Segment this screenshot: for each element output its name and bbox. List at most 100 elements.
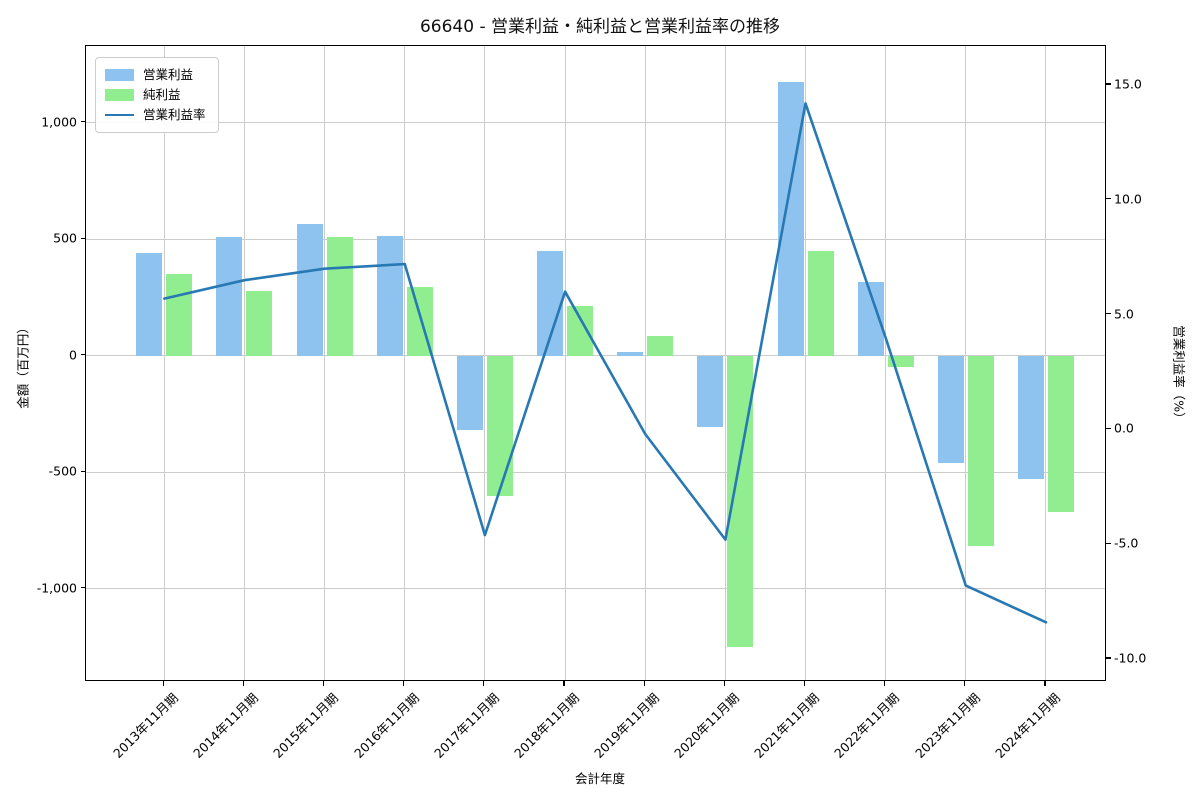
x-tick-label: 2020年11月期 bbox=[671, 690, 743, 761]
chart-title: 66640 - 営業利益・純利益と営業利益率の推移 bbox=[419, 17, 781, 37]
operating-profit-bar bbox=[937, 355, 964, 463]
y-tick-mark-left bbox=[80, 237, 85, 239]
net-profit-bar bbox=[967, 355, 994, 546]
y-tick-label-left: 500 bbox=[53, 230, 77, 246]
x-tick-mark bbox=[403, 681, 405, 686]
x-tick-mark bbox=[162, 681, 164, 686]
y-tick-mark-right bbox=[1106, 83, 1111, 85]
operating-margin-line-swatch bbox=[105, 113, 134, 117]
y-tick-mark-left bbox=[80, 470, 85, 472]
gridline-horizontal bbox=[86, 471, 1105, 473]
legend-label: 純利益 bbox=[143, 87, 181, 102]
gridline-vertical bbox=[564, 46, 566, 680]
y-axis-label-right: 営業利益率（%） bbox=[1171, 325, 1187, 425]
x-tick-label: 2018年11月期 bbox=[510, 690, 582, 761]
gridline-vertical bbox=[965, 46, 967, 680]
legend: 営業利益 純利益 営業利益率 bbox=[95, 57, 219, 133]
gridline-horizontal bbox=[86, 238, 1105, 240]
gridline-horizontal bbox=[86, 588, 1105, 590]
operating-profit-bar bbox=[617, 352, 644, 356]
y-tick-label-right: 15.0 bbox=[1114, 76, 1142, 92]
legend-item-operating-margin: 営業利益率 bbox=[105, 105, 206, 125]
x-tick-mark bbox=[483, 681, 485, 686]
x-tick-mark bbox=[884, 681, 886, 686]
gridline-vertical bbox=[724, 46, 726, 680]
x-axis-label: 会計年度 bbox=[574, 771, 626, 786]
gridline-vertical bbox=[484, 46, 486, 680]
x-tick-mark bbox=[1044, 681, 1046, 686]
net-profit-bar bbox=[166, 274, 193, 356]
x-tick-mark bbox=[563, 681, 565, 686]
x-tick-mark bbox=[242, 681, 245, 686]
operating-profit-bar bbox=[376, 235, 403, 356]
x-tick-label: 2017年11月期 bbox=[430, 690, 502, 761]
y-tick-mark-left bbox=[80, 354, 85, 356]
y-tick-label-left: -500 bbox=[48, 463, 77, 479]
net-profit-bar bbox=[486, 355, 513, 496]
gridline-vertical bbox=[163, 46, 165, 680]
net-profit-bar bbox=[246, 291, 273, 356]
y-tick-mark-right bbox=[1106, 657, 1111, 659]
y-tick-mark-left bbox=[80, 587, 85, 589]
gridline-vertical bbox=[243, 46, 245, 680]
net-profit-bar bbox=[1047, 355, 1074, 512]
operating-margin-line bbox=[163, 102, 1048, 624]
net-profit-swatch bbox=[105, 89, 134, 101]
legend-label: 営業利益 bbox=[143, 67, 194, 82]
x-tick-mark bbox=[723, 681, 725, 686]
gridline-vertical bbox=[885, 46, 887, 680]
gridline-vertical bbox=[644, 46, 646, 680]
y-tick-mark-left bbox=[80, 121, 85, 123]
gridline-vertical bbox=[805, 46, 806, 680]
x-tick-label: 2013年11月期 bbox=[110, 690, 182, 761]
gridline-horizontal bbox=[86, 355, 1105, 357]
operating-profit-bar bbox=[456, 355, 483, 431]
net-profit-bar bbox=[567, 305, 594, 356]
gridline-vertical bbox=[1045, 46, 1047, 680]
net-profit-bar bbox=[807, 251, 834, 356]
y-tick-label-right: 10.0 bbox=[1114, 191, 1142, 207]
net-profit-bar bbox=[647, 336, 674, 356]
legend-label: 営業利益率 bbox=[143, 107, 206, 122]
y-tick-mark-right bbox=[1106, 198, 1111, 200]
operating-profit-bar bbox=[777, 82, 804, 356]
y-axis-label-left: 金額（百万円） bbox=[15, 321, 31, 409]
operating-profit-bar bbox=[697, 355, 724, 427]
gridline-vertical bbox=[324, 46, 326, 680]
x-tick-label: 2024年11月期 bbox=[991, 690, 1063, 761]
x-tick-label: 2022年11月期 bbox=[831, 690, 903, 761]
legend-item-net-profit: 純利益 bbox=[105, 85, 206, 105]
operating-profit-swatch bbox=[105, 69, 134, 81]
y-tick-label-left: 1,000 bbox=[41, 114, 77, 130]
net-profit-bar bbox=[326, 237, 353, 356]
operating-profit-bar bbox=[1017, 355, 1044, 480]
x-tick-mark bbox=[323, 681, 325, 686]
legend-item-operating-profit: 営業利益 bbox=[105, 65, 206, 85]
operating-profit-bar bbox=[296, 224, 323, 356]
y-tick-label-left: 0 bbox=[69, 347, 77, 363]
y-tick-mark-right bbox=[1106, 542, 1111, 544]
x-tick-mark bbox=[964, 681, 966, 686]
y-tick-label-right: -10.0 bbox=[1114, 650, 1147, 666]
x-tick-label: 2019年11月期 bbox=[591, 690, 662, 761]
y-tick-label-left: -1,000 bbox=[36, 580, 77, 596]
net-profit-bar bbox=[887, 355, 914, 368]
gridline-horizontal bbox=[86, 122, 1105, 124]
y-tick-mark-right bbox=[1106, 427, 1111, 430]
x-tick-label: 2015年11月期 bbox=[270, 690, 342, 761]
operating-profit-bar bbox=[136, 253, 163, 356]
operating-profit-bar bbox=[216, 237, 243, 356]
plot-area bbox=[85, 45, 1106, 681]
x-tick-label: 2021年11月期 bbox=[751, 690, 823, 761]
gridline-vertical bbox=[404, 46, 406, 680]
x-tick-mark bbox=[643, 681, 645, 686]
x-tick-label: 2016年11月期 bbox=[350, 690, 422, 761]
y-tick-label-right: -5.0 bbox=[1114, 535, 1139, 551]
x-tick-label: 2014年11月期 bbox=[190, 690, 262, 761]
x-tick-mark bbox=[803, 681, 806, 686]
x-tick-label: 2023年11月期 bbox=[911, 690, 983, 761]
y-tick-mark-right bbox=[1106, 313, 1111, 315]
y-tick-label-right: 0.0 bbox=[1114, 420, 1134, 436]
y-tick-label-right: 5.0 bbox=[1114, 306, 1134, 322]
